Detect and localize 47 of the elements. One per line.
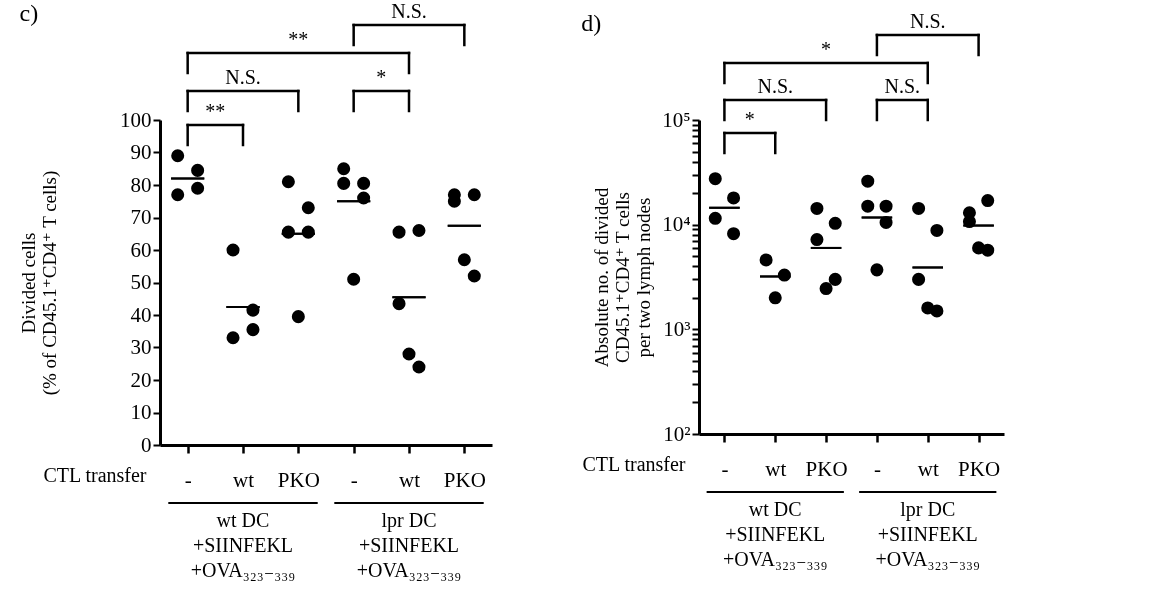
text: * (376, 66, 387, 88)
text: N.S. (884, 75, 921, 97)
x-tick-label: PKO (443, 467, 486, 492)
y-tick-label: 100 (120, 107, 152, 132)
chart-title: c) (19, 0, 39, 26)
y-tick-label: 0 (141, 432, 152, 457)
x-tick-label: PKO (277, 467, 320, 492)
text: lpr DC +SIINFEKL +OVA₃₂₃₋₃₃₉ (356, 509, 462, 581)
y-tick-label: 10 (130, 400, 152, 424)
x-axis-title: CTL transfer (43, 463, 147, 486)
text: N.S. (757, 75, 794, 97)
text: wt DC +SIINFEKL +OVA₃₂₃₋₃₃₉ (190, 509, 296, 581)
y-axis-title: Absolute no. of divided CD45.1⁺CD4⁺ T cells per two lymph nodes (591, 187, 655, 368)
y-tick-label: 30 (130, 335, 152, 359)
x-tick-label: PKO (805, 456, 848, 481)
x-tick-label: - (873, 456, 881, 481)
annotation: * (744, 108, 755, 130)
y-tick-label: 70 (130, 205, 152, 229)
text: N.S. (391, 0, 427, 22)
y-tick-label: 50 (130, 270, 152, 294)
x-tick-label: - (184, 467, 192, 492)
y-tick-label: 10³ (663, 316, 691, 341)
y-tick-label: 90 (130, 140, 152, 164)
y-tick-label: 10⁵ (662, 107, 691, 132)
x-tick-label: wt (399, 467, 421, 492)
y-tick-label: 10⁴ (662, 212, 691, 237)
x-axis-title: CTL transfer (582, 452, 686, 475)
text: N.S. (909, 10, 946, 32)
x-tick-label: PKO (958, 456, 1001, 481)
text: N.S. (225, 66, 261, 88)
text: lpr DC +SIINFEKL +OVA₃₂₃₋₃₃₉ (875, 498, 980, 570)
y-tick-label: 10² (663, 421, 691, 446)
x-tick-label: - (721, 456, 729, 481)
x-tick-label: - (350, 467, 358, 492)
y-tick-label: 20 (130, 367, 152, 392)
chart-title: d) (581, 10, 602, 36)
x-tick-label: wt (917, 456, 939, 481)
y-tick-label: 60 (130, 237, 152, 262)
text: * (821, 38, 832, 60)
y-axis-title: Divided cells (% of CD45.1⁺CD4⁺ T cells) (18, 170, 61, 396)
annotation: ** (205, 100, 226, 122)
y-tick-label: 40 (130, 302, 152, 327)
x-tick-label: wt (233, 467, 255, 492)
y-tick-label: 80 (130, 172, 152, 197)
text: wt DC +SIINFEKL +OVA₃₂₃₋₃₃₉ (723, 498, 828, 570)
x-tick-label: wt (765, 456, 787, 481)
text: ** (288, 28, 309, 50)
